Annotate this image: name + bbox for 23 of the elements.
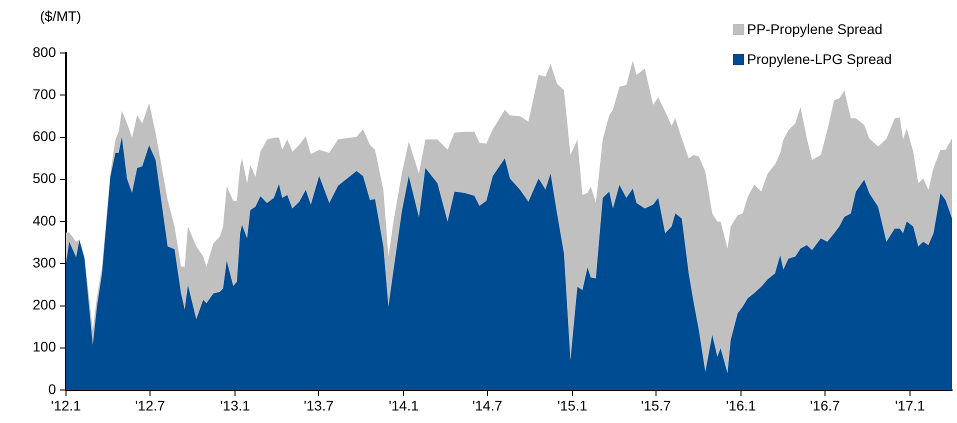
x-tick-label: '14.1 [388, 397, 419, 414]
y-tick-label: 800 [32, 44, 56, 60]
x-tick-label: '12.1 [51, 397, 82, 414]
x-tick-label: '17.1 [895, 397, 926, 414]
y-axis-title: ($/MT) [40, 8, 82, 24]
x-tick-label: '12.7 [135, 397, 166, 414]
y-tick-label: 300 [32, 254, 56, 270]
legend-label: PP-Propylene Spread [747, 20, 882, 39]
y-tick-label: 600 [32, 128, 56, 144]
y-tick-label: 200 [32, 296, 56, 313]
x-tick-label: '16.1 [726, 397, 756, 414]
x-tick-label: '14.7 [472, 397, 502, 414]
legend-label: Propylene-LPG Spread [747, 50, 892, 69]
x-tick-label: '15.1 [557, 397, 588, 414]
x-tick-label: '16.7 [810, 397, 840, 414]
y-tick-label: 700 [32, 86, 56, 102]
y-tick-label: 500 [32, 170, 56, 186]
x-tick-label: '13.1 [220, 397, 250, 414]
x-tick-label: '15.7 [640, 397, 672, 414]
x-tick-label: '13.7 [304, 397, 334, 414]
y-tick-label: 400 [32, 212, 56, 228]
y-tick-label: 100 [32, 338, 56, 355]
y-tick-label: 0 [48, 380, 56, 397]
